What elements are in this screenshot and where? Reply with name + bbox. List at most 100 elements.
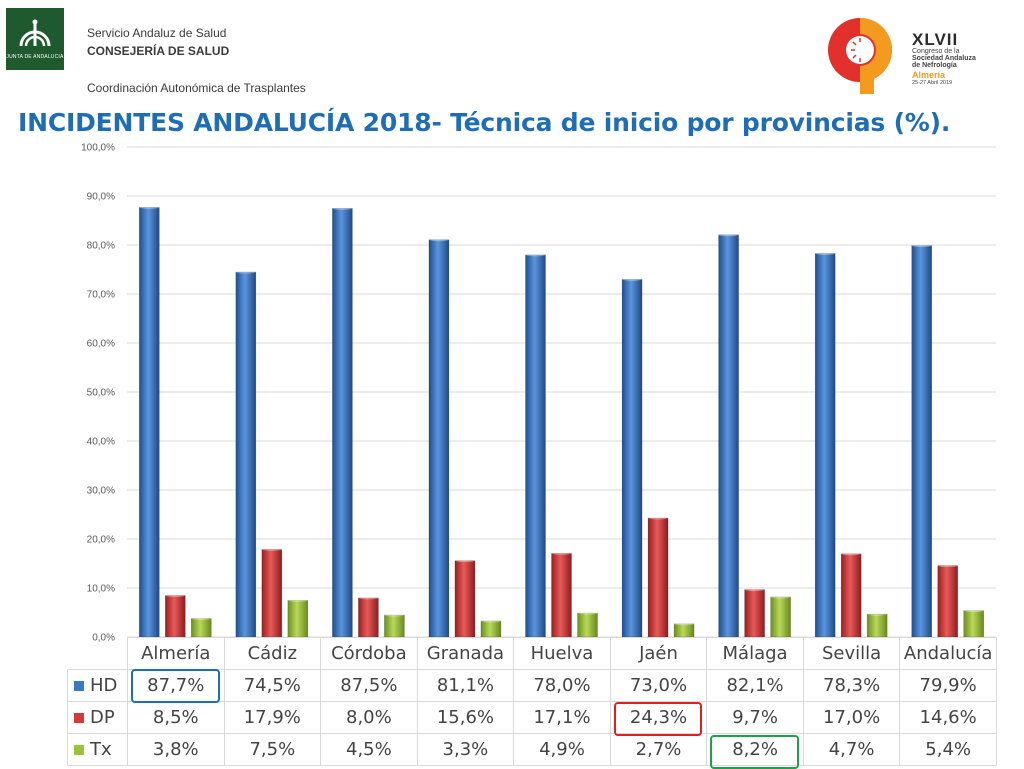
bar-top-highlight: [718, 233, 739, 237]
bar-top-highlight: [139, 205, 160, 209]
category-label: Andalucía: [899, 637, 997, 670]
bar-tx: [577, 612, 598, 638]
category-label: Cádiz: [223, 637, 322, 670]
bar-top-highlight: [911, 243, 932, 248]
congress-subtitle: Congreso de la Sociedad Andaluza de Nefr…: [912, 48, 976, 70]
category-label: Sevilla: [802, 637, 901, 670]
bar-tx: [384, 614, 405, 638]
bar-top-highlight: [577, 611, 598, 615]
congress-dates: 25-27 Abril 2019: [912, 80, 953, 86]
bar-tx: [770, 596, 791, 638]
y-tick-label: 70,0%: [87, 290, 115, 301]
bar-top-highlight: [428, 238, 449, 242]
logo-caption: JUNTA DE ANDALUCIA: [6, 54, 64, 60]
bar-tx: [673, 623, 695, 638]
y-tick-label: 80,0%: [87, 241, 115, 252]
data-cell: 73,0%: [609, 669, 708, 702]
data-cell: 87,7%: [127, 669, 225, 702]
y-tick-label: 40,0%: [87, 437, 115, 448]
bar-top-highlight: [963, 608, 984, 613]
data-cell: 78,3%: [802, 669, 901, 702]
data-cell: 7,5%: [223, 733, 322, 766]
data-cell: 17,9%: [223, 701, 322, 734]
congress-line2: Sociedad Andaluza: [912, 55, 976, 63]
bar-top-highlight: [815, 251, 836, 255]
org-subunit: Coordinación Autonómica de Trasplantes: [87, 81, 306, 95]
bar-top-highlight: [287, 598, 308, 602]
data-cell: 82,1%: [706, 669, 804, 702]
bar-top-highlight: [191, 616, 212, 620]
data-cell: 3,8%: [127, 733, 225, 766]
category-label: Córdoba: [320, 637, 418, 670]
data-cell: 87,5%: [320, 669, 418, 702]
category-label: Málaga: [706, 637, 804, 670]
bar-top-highlight: [841, 552, 862, 556]
bar-tx: [190, 618, 212, 638]
bar-top-highlight: [454, 558, 475, 563]
bar-dp: [358, 597, 379, 638]
bar-top-highlight: [358, 596, 379, 600]
highlight-box: [613, 702, 703, 736]
bar-hd: [621, 278, 643, 638]
data-cell: 17,0%: [802, 701, 901, 734]
data-cell: 2,7%: [609, 733, 708, 766]
bar-top-highlight: [384, 613, 405, 617]
series-legend: Tx: [67, 733, 128, 766]
bar-top-highlight: [235, 270, 256, 274]
data-cell: 15,6%: [416, 701, 515, 734]
bar-hd: [138, 206, 160, 638]
bar-hd: [235, 271, 257, 638]
bar-dp: [744, 589, 765, 638]
series-name: DP: [90, 707, 115, 728]
legend-swatch: [74, 713, 84, 723]
bar-top-highlight: [480, 619, 501, 623]
series-legend: HD: [67, 669, 128, 702]
y-tick-label: 60,0%: [87, 339, 115, 350]
bar-top-highlight: [937, 563, 958, 568]
table-corner: [67, 637, 128, 670]
bar-tx: [963, 610, 985, 638]
data-cell: 78,0%: [513, 669, 611, 702]
bars: [138, 205, 985, 638]
bar-hd: [814, 253, 836, 638]
bar-top-highlight: [551, 551, 572, 555]
series-row-dp: DP 8,5% 17,9% 8,0% 15,6% 17,1% 24,3% 9,7% 17,0% 1…: [67, 701, 997, 734]
series-name: Tx: [90, 739, 112, 760]
bar-top-highlight: [770, 595, 791, 599]
data-cell: 8,2%: [706, 733, 804, 766]
data-cell: 8,5%: [127, 701, 225, 734]
data-cell: 74,5%: [223, 669, 322, 702]
bar-dp: [840, 553, 862, 638]
y-tick-label: 50,0%: [87, 388, 115, 399]
congress-city: Almería: [912, 70, 946, 80]
bar-tx: [480, 620, 502, 638]
congress-logo-icon: [828, 18, 892, 94]
bar-dp: [937, 565, 959, 638]
bar-dp: [261, 548, 283, 638]
bar-dp: [164, 595, 186, 638]
bar-dp: [454, 560, 476, 638]
data-table: Almería Cádiz Córdoba Granada Huelva Jaén Mála…: [67, 637, 997, 766]
bar-top-highlight: [261, 547, 282, 551]
slide-header: JUNTA DE ANDALUCIA Servicio Andaluz de S…: [0, 0, 1024, 100]
y-tick-label: 10,0%: [87, 584, 115, 595]
andalucia-emblem-icon: [19, 19, 51, 47]
legend-swatch: [74, 745, 84, 755]
series-name: HD: [90, 675, 118, 696]
y-axis-ticks: 0,0%10,0%20,0%30,0%40,0%50,0%60,0%70,0%8…: [81, 143, 115, 644]
bar-top-highlight: [648, 516, 669, 520]
bar-tx: [287, 599, 309, 638]
data-cell: 14,6%: [899, 701, 997, 734]
data-cell: 5,4%: [899, 733, 997, 766]
data-cell: 4,5%: [320, 733, 418, 766]
data-cell: 9,7%: [706, 701, 804, 734]
y-tick-label: 30,0%: [87, 486, 115, 497]
org-department: CONSEJERÍA DE SALUD: [87, 44, 230, 58]
y-tick-label: 90,0%: [87, 192, 115, 203]
org-name: Servicio Andaluz de Salud: [87, 26, 227, 40]
bar-top-highlight: [332, 206, 353, 210]
bar-tx: [866, 613, 888, 638]
bar-top-highlight: [165, 593, 186, 597]
category-header-row: Almería Cádiz Córdoba Granada Huelva Jaén Mála…: [67, 637, 997, 670]
